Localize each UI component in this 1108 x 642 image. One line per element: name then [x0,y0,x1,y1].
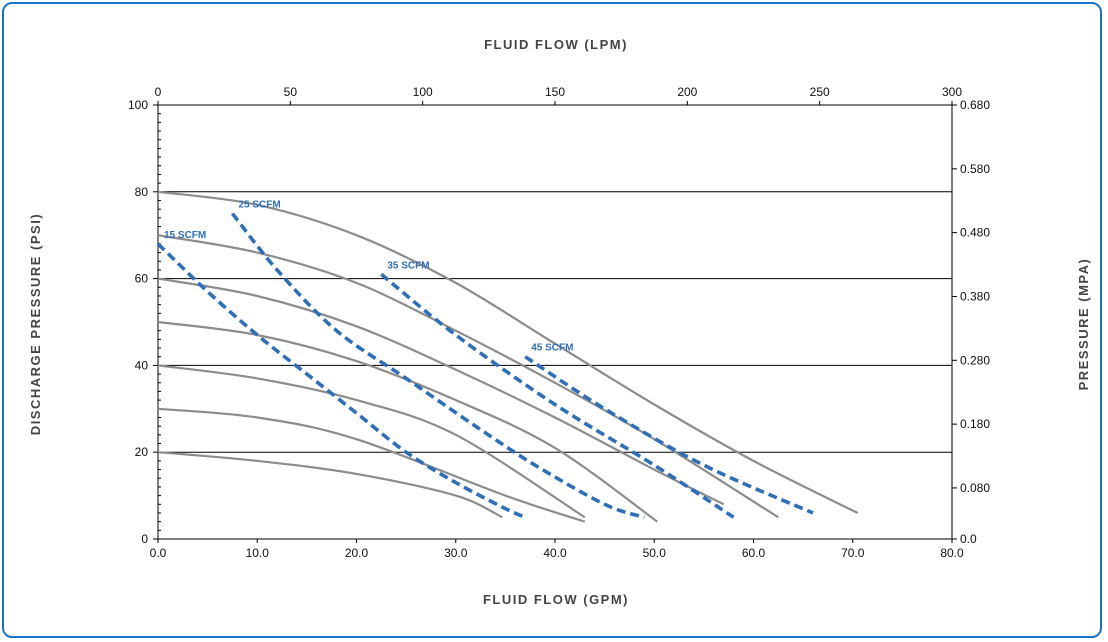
air-consumption-curve [156,242,526,519]
bottom-tick-label: 30.0 [444,546,468,560]
air-curve-label: 25 SCFM [238,200,280,211]
bottom-tick-label: 80.0 [940,546,964,560]
top-tick-label: 0 [155,85,162,99]
bottom-tick-label: 50.0 [643,546,667,560]
bottom-tick-label: 10.0 [246,546,270,560]
pressure-curve [157,451,503,519]
right-tick-label: 0.280 [960,353,990,367]
air-consumption-curve [230,212,645,520]
air-consumption-curve [380,272,735,519]
air-consumption-curve [524,355,814,515]
bottom-tick-label: 70.0 [841,546,865,560]
pressure-curve [157,407,586,523]
top-tick-label: 150 [545,85,565,99]
air-curve-label: 45 SCFM [531,343,573,354]
plot-area: 0 20 40 60 80 100 0.0 0.080 0.180 0.280 0.380 0.480… [128,85,990,560]
left-tick-label: 100 [128,98,148,112]
left-tick-label: 20 [135,445,149,459]
bottom-axis-title: FLUID FLOW (GPM) [483,592,629,607]
top-tick-label: 50 [284,85,298,99]
left-tick-label: 0 [141,532,148,546]
right-tick-label: 0.580 [960,162,990,176]
bottom-tick-label: 20.0 [345,546,369,560]
left-tick-label: 80 [135,185,149,199]
top-tick-label: 300 [942,85,962,99]
right-tick-label: 0.680 [960,98,990,112]
top-tick-label: 100 [413,85,433,99]
bottom-tick-label: 60.0 [742,546,766,560]
bottom-tick-label: 0.0 [150,546,167,560]
top-tick-label: 200 [677,85,697,99]
right-tick-label: 0.080 [960,481,990,495]
left-axis-title: DISCHARGE PRESSURE (PSI) [28,213,43,435]
right-tick-label: 0.480 [960,226,990,240]
air-curve-label: 35 SCFM [387,260,429,271]
air-curve-label: 15 SCFM [164,230,206,241]
right-tick-label: 0.0 [960,532,977,546]
top-tick-label: 250 [810,85,830,99]
left-tick-label: 60 [135,272,149,286]
top-axis-title: FLUID FLOW (LPM) [484,37,628,52]
left-tick-label: 40 [135,358,149,372]
right-tick-label: 0.180 [960,417,990,431]
pump-performance-chart: FLUID FLOW (LPM) FLUID FLOW (GPM) DISCHA… [28,37,1091,607]
bottom-tick-label: 40.0 [543,546,567,560]
right-tick-label: 0.380 [960,289,990,303]
pressure-curve [157,277,725,506]
pressure-curve [157,190,859,514]
pressure-curve [157,364,586,519]
right-axis-title: PRESSURE (MPA) [1076,258,1091,391]
